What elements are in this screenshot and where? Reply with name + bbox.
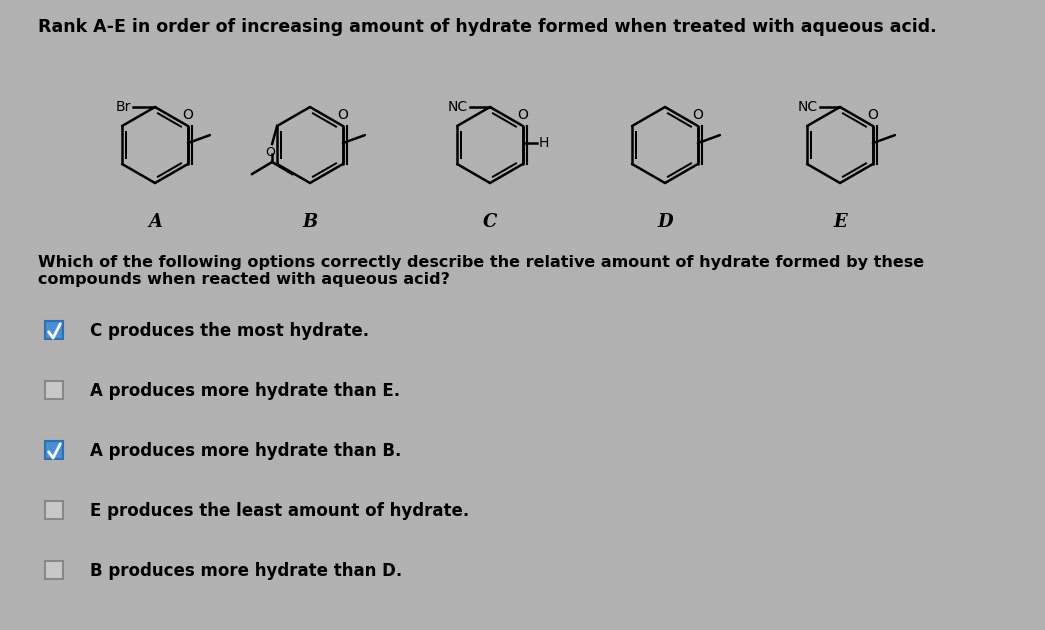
Text: D: D [657, 213, 673, 231]
FancyBboxPatch shape [45, 501, 63, 519]
Text: O: O [867, 108, 879, 122]
Text: O: O [183, 108, 193, 122]
Text: O: O [517, 108, 529, 122]
Text: Which of the following options correctly describe the relative amount of hydrate: Which of the following options correctly… [38, 255, 924, 287]
Text: B produces more hydrate than D.: B produces more hydrate than D. [90, 562, 402, 580]
Text: E: E [833, 213, 846, 231]
Text: O: O [693, 108, 703, 122]
Text: H: H [539, 136, 550, 150]
Text: NC: NC [448, 100, 468, 114]
FancyBboxPatch shape [45, 321, 63, 339]
Text: A produces more hydrate than B.: A produces more hydrate than B. [90, 442, 401, 460]
Text: Rank A-E in order of increasing amount of hydrate formed when treated with aqueo: Rank A-E in order of increasing amount o… [38, 18, 936, 36]
FancyBboxPatch shape [45, 561, 63, 579]
Text: C: C [483, 213, 497, 231]
Text: C produces the most hydrate.: C produces the most hydrate. [90, 322, 369, 340]
FancyBboxPatch shape [45, 441, 63, 459]
Text: O: O [338, 108, 348, 122]
Text: A: A [148, 213, 162, 231]
Text: O: O [265, 146, 275, 159]
Text: A produces more hydrate than E.: A produces more hydrate than E. [90, 382, 400, 400]
Text: NC: NC [798, 100, 818, 114]
FancyBboxPatch shape [45, 381, 63, 399]
Text: Br: Br [116, 100, 131, 114]
Text: B: B [302, 213, 318, 231]
Text: E produces the least amount of hydrate.: E produces the least amount of hydrate. [90, 502, 469, 520]
